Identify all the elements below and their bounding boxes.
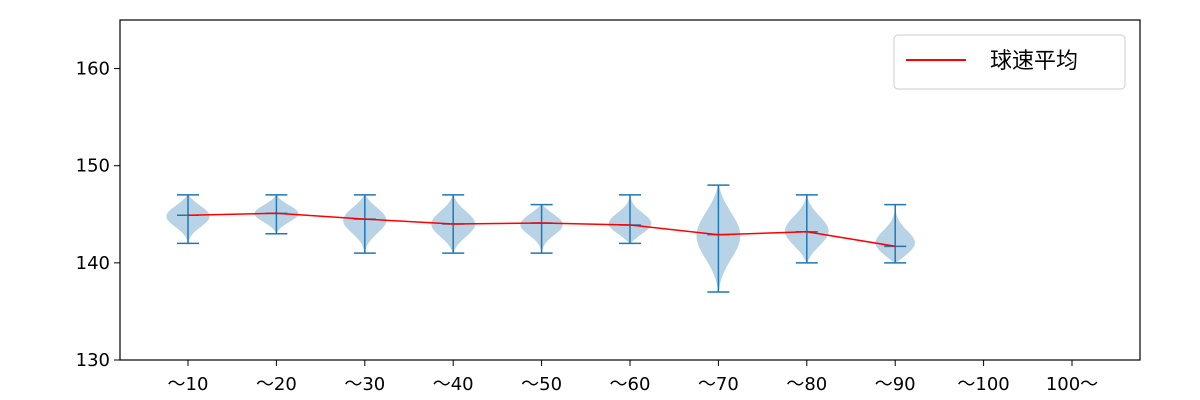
legend-box — [893, 34, 1126, 90]
x-tick-label: 〜90 — [875, 374, 916, 395]
x-tick-label: 〜60 — [610, 374, 651, 395]
y-axis: 130 140 150 160 — [76, 59, 120, 371]
x-tick-label: 〜70 — [698, 374, 739, 395]
x-tick-label: 〜80 — [786, 374, 827, 395]
mean-line-layer — [187, 212, 896, 248]
violins-layer — [166, 184, 915, 293]
x-axis: 〜10 〜20 〜30 〜40 〜50 〜60 〜70 〜80 〜90 〜100 100〜 — [168, 360, 1098, 395]
y-tick-label: 160 — [76, 59, 110, 80]
x-tick-label: 〜30 — [344, 374, 385, 395]
mean-velocity-line — [187, 212, 896, 248]
y-tick-label: 130 — [76, 350, 110, 371]
x-tick-label: 〜100 — [957, 374, 1009, 395]
legend: 球速平均 — [893, 34, 1126, 90]
y-tick-label: 150 — [76, 156, 110, 177]
x-tick-label: 〜10 — [168, 374, 209, 395]
x-tick-label: 〜20 — [256, 374, 297, 395]
x-tick-label: 〜50 — [521, 374, 562, 395]
x-tick-label: 100〜 — [1046, 374, 1098, 395]
legend-label: 球速平均 — [990, 49, 1078, 74]
y-tick-label: 140 — [76, 253, 110, 274]
x-tick-label: 〜40 — [433, 374, 474, 395]
